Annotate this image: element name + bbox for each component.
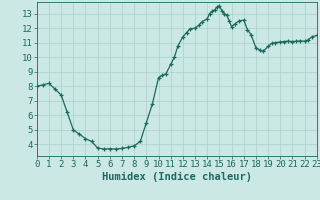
X-axis label: Humidex (Indice chaleur): Humidex (Indice chaleur) bbox=[102, 172, 252, 182]
